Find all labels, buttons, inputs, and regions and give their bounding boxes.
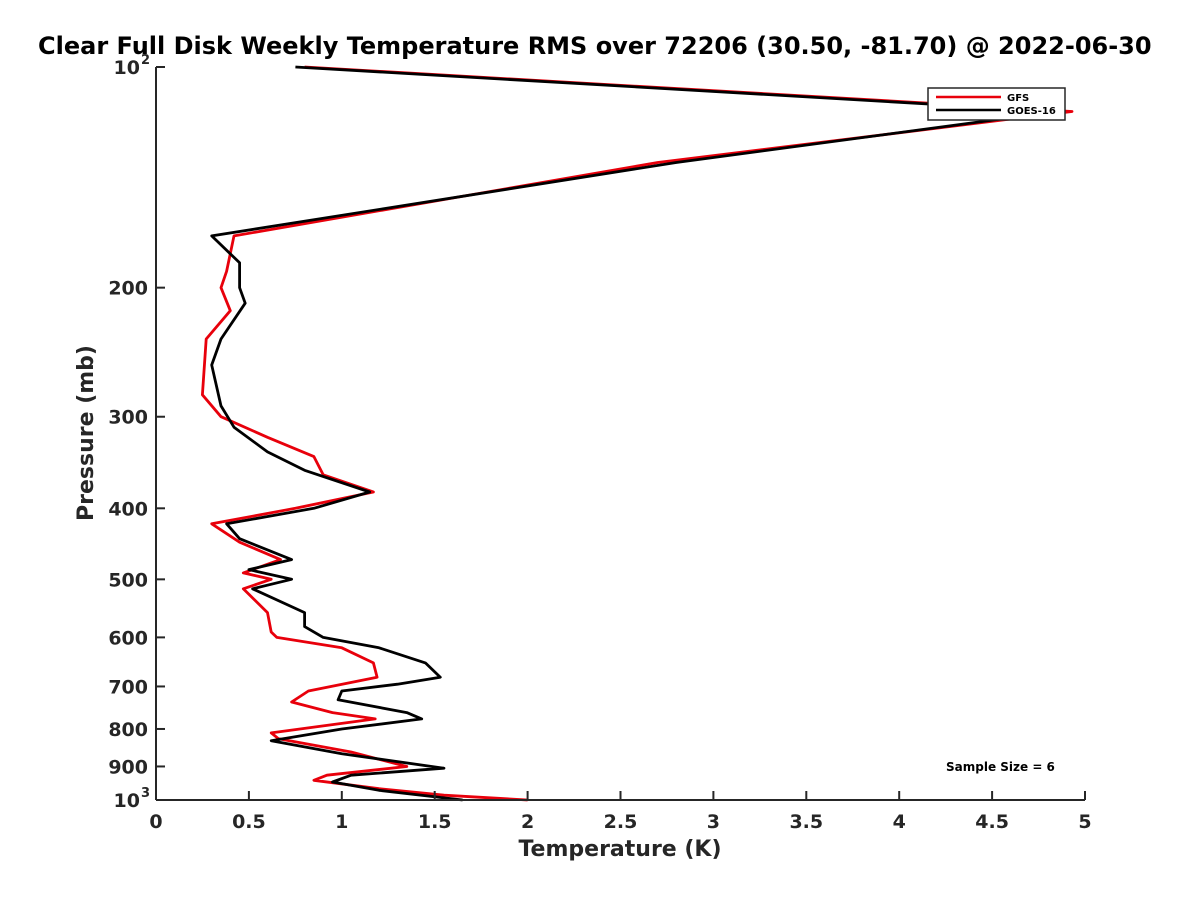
- legend-label-gfs: GFS: [1007, 93, 1029, 104]
- x-tick-label: 3: [707, 811, 720, 833]
- sample-size-annotation: Sample Size = 6: [946, 760, 1055, 774]
- legend: GFS GOES-16: [927, 87, 1066, 121]
- x-axis-label: Temperature (K): [518, 837, 721, 862]
- x-tick-label: 2.5: [604, 811, 638, 833]
- plot-lines: [200, 65, 1074, 802]
- legend-label-goes-16: GOES-16: [1007, 106, 1056, 117]
- y-tick-label: 700: [108, 676, 148, 698]
- series-line-goes-16: [210, 65, 1059, 802]
- y-tick-label: 10: [114, 790, 140, 812]
- y-tick-exponent: 3: [141, 786, 150, 801]
- y-tick-label: 800: [108, 719, 148, 741]
- x-tick-label: 1: [335, 811, 348, 833]
- y-tick-label: 200: [108, 278, 148, 300]
- x-tick-label: 4: [893, 811, 906, 833]
- y-tick-label: 300: [108, 407, 148, 429]
- y-tick-label: 600: [108, 627, 148, 649]
- series-line-gfs: [200, 65, 1074, 802]
- x-ticks: 0 0.5 1 1.5 2 2.5 3 3.5 4 4.5 5: [149, 791, 1092, 833]
- x-tick-label: 2: [521, 811, 534, 833]
- x-tick-label: 4.5: [975, 811, 1009, 833]
- y-axis-label: Pressure (mb): [74, 345, 99, 521]
- y-tick-exponent: 2: [141, 53, 150, 68]
- x-tick-label: 1.5: [418, 811, 452, 833]
- y-tick-label: 900: [108, 756, 148, 778]
- x-tick-label: 0.5: [232, 811, 266, 833]
- x-tick-label: 5: [1078, 811, 1091, 833]
- legend-box: [927, 87, 1066, 121]
- y-tick-label: 500: [108, 569, 148, 591]
- y-tick-label: 10: [114, 57, 140, 79]
- chart-title: Clear Full Disk Weekly Temperature RMS o…: [38, 32, 1152, 60]
- y-tick-label: 400: [108, 498, 148, 520]
- x-tick-label: 3.5: [789, 811, 823, 833]
- x-tick-label: 0: [149, 811, 162, 833]
